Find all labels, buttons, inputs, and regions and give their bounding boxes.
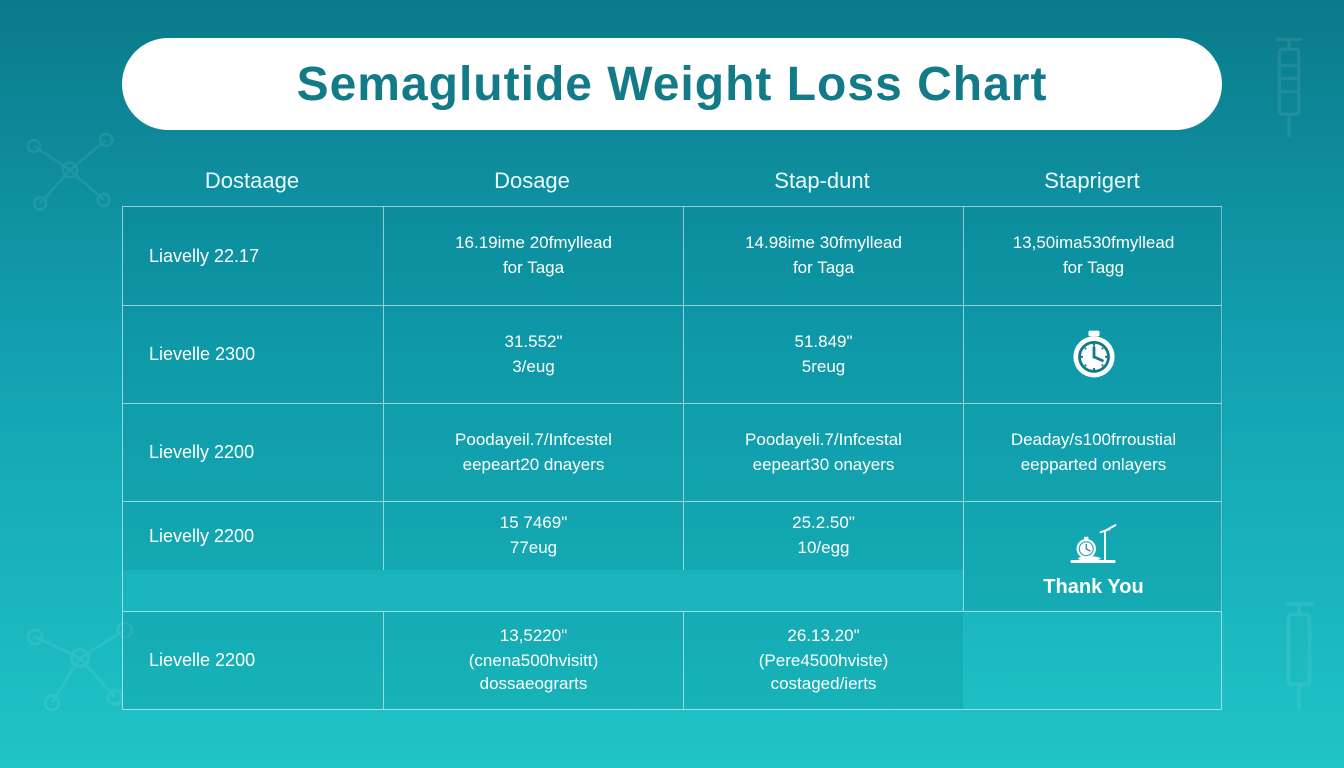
col-header: Stap-dunt bbox=[682, 168, 962, 194]
cell: Deaday/s100frroustialeepparted onlayers bbox=[963, 404, 1223, 501]
table-row: Lievelle 2200 13,5220"(cnena500hvisitt) … bbox=[123, 611, 1221, 709]
syringe-deco-icon bbox=[1264, 578, 1334, 728]
thank-you-caption: Thank You bbox=[1043, 574, 1143, 601]
table-header-row: Dostaage Dosage Stap-dunt Staprigert bbox=[122, 168, 1222, 206]
syringe-deco-icon bbox=[1254, 20, 1324, 150]
table-row: Lievelly 2200 15 7469"77eug 25.2.50"10/e… bbox=[123, 501, 1221, 611]
cell: 26.13.20"(Pere4500hviste) costaged/ierts bbox=[683, 612, 963, 709]
page-title: Semaglutide Weight Loss Chart bbox=[297, 57, 1048, 112]
cell: 16.19ime 20fmylleadfor Taga bbox=[383, 207, 683, 305]
cell: 13,5220"(cnena500hvisitt) dossaeograrts bbox=[383, 612, 683, 709]
cell: 31.552"3/eug bbox=[383, 306, 683, 403]
table-row: Lievelle 2300 31.552"3/eug 51.849"5reug bbox=[123, 305, 1221, 403]
cell: Poodayeil.7/Infcesteleepeart20 dnayers bbox=[383, 404, 683, 501]
table-row: Lievelly 2200 Poodayeil.7/Infcesteleepea… bbox=[123, 403, 1221, 501]
cell: 25.2.50"10/egg bbox=[683, 502, 963, 570]
cell-icon bbox=[963, 306, 1223, 403]
cell: 51.849"5reug bbox=[683, 306, 963, 403]
row-label: Liavelly 22.17 bbox=[123, 207, 383, 305]
cell: 13,50ima530fmylleadfor Tagg bbox=[963, 207, 1223, 305]
dosage-table: Dostaage Dosage Stap-dunt Staprigert Lia… bbox=[122, 168, 1222, 710]
cell: 14.98ime 30fmylleadfor Taga bbox=[683, 207, 963, 305]
clock-icon bbox=[1064, 325, 1124, 385]
cell: 15 7469"77eug bbox=[383, 502, 683, 570]
row-label: Lievelle 2300 bbox=[123, 306, 383, 403]
row-label: Lievelle 2200 bbox=[123, 612, 383, 709]
row-label: Lievelly 2200 bbox=[123, 502, 383, 570]
title-pill: Semaglutide Weight Loss Chart bbox=[122, 38, 1222, 130]
cell: Poodayeli.7/Infcestaleepeart30 onayers bbox=[683, 404, 963, 501]
row-label: Lievelly 2200 bbox=[123, 404, 383, 501]
scale-clock-icon bbox=[1063, 512, 1123, 572]
col-header: Staprigert bbox=[962, 168, 1222, 194]
table-body: Liavelly 22.17 16.19ime 20fmylleadfor Ta… bbox=[122, 206, 1222, 710]
molecule-deco-icon bbox=[10, 110, 130, 230]
cell-thank-you: Thank You bbox=[963, 502, 1223, 611]
table-row: Liavelly 22.17 16.19ime 20fmylleadfor Ta… bbox=[123, 207, 1221, 305]
col-header: Dosage bbox=[382, 168, 682, 194]
col-header: Dostaage bbox=[122, 168, 382, 194]
